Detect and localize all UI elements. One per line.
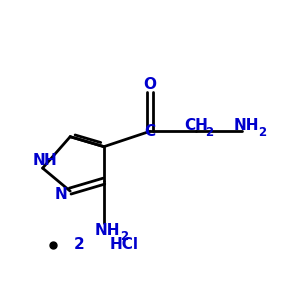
Text: CH: CH [185,119,209,133]
Text: N: N [55,188,67,203]
Text: 2: 2 [205,126,213,139]
Text: 2: 2 [258,126,266,139]
Text: N: N [32,153,45,168]
Text: NH: NH [95,223,121,238]
Text: 2: 2 [74,237,85,252]
Text: C: C [144,124,155,139]
Text: HCl: HCl [109,237,138,252]
Text: H: H [44,153,57,168]
Text: 2: 2 [120,230,128,243]
Text: NH: NH [234,119,259,133]
Text: O: O [143,77,156,92]
